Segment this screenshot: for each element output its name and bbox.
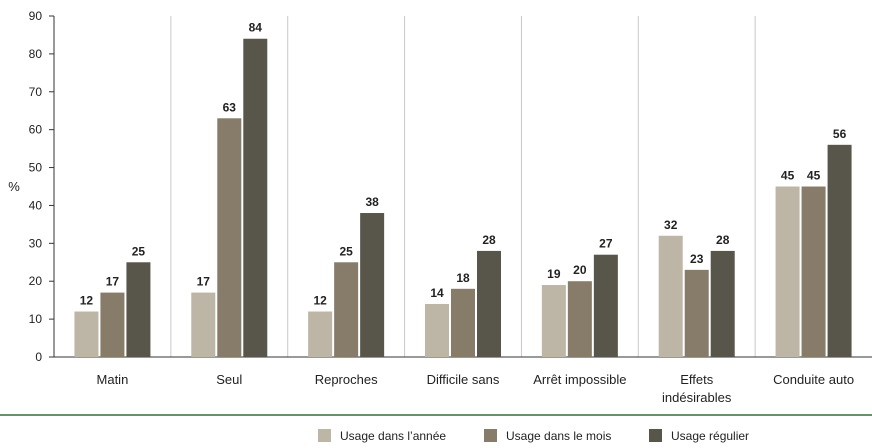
y-tick-label: 90 (29, 9, 43, 23)
data-label: 12 (80, 294, 94, 308)
bar (658, 235, 683, 357)
bar (567, 281, 592, 357)
bar (360, 213, 385, 357)
bar (74, 311, 99, 357)
data-label: 17 (106, 275, 120, 289)
bar (710, 250, 735, 357)
bar (425, 303, 449, 357)
data-label: 56 (833, 127, 847, 141)
y-tick-label: 50 (29, 161, 43, 175)
category-label: Conduite auto (773, 372, 854, 387)
data-label: 12 (313, 294, 327, 308)
y-tick-label: 60 (29, 123, 43, 137)
y-tick-label: 80 (29, 47, 43, 61)
data-label: 45 (781, 169, 795, 183)
category-separators (170, 16, 756, 357)
bar (684, 269, 709, 357)
bar (477, 250, 501, 357)
bars: 12 17 25 17 63 84 12 25 38 14 18 28 19 20 27 32 23 28 45 45… (74, 21, 852, 357)
data-label: 84 (249, 21, 263, 35)
data-label: 45 (807, 169, 821, 183)
category-label: Arrêt impossible (533, 372, 626, 387)
legend-swatch (318, 429, 331, 442)
data-label: 23 (690, 252, 704, 266)
legend: Usage dans l’année Usage dans le mois Usag… (318, 429, 749, 443)
category-label: indésirables (662, 390, 732, 405)
category-labels: Matin Seul Reproches Difficile sans Arrêt im… (97, 372, 855, 405)
bar (593, 254, 618, 357)
y-tick-label: 20 (29, 274, 43, 288)
data-label: 18 (456, 271, 470, 285)
data-label: 28 (716, 233, 730, 247)
bar (827, 144, 852, 357)
bar (541, 285, 566, 357)
bar (243, 38, 268, 357)
data-label: 20 (573, 263, 587, 277)
bar (126, 262, 151, 357)
data-label: 63 (223, 100, 237, 114)
y-tick-label: 10 (29, 312, 43, 326)
bar (191, 292, 216, 357)
category-label: Matin (97, 372, 129, 387)
bar (217, 118, 242, 357)
y-tick-label: 40 (29, 198, 43, 212)
bar (100, 292, 125, 357)
data-label: 27 (599, 237, 613, 251)
category-label: Difficile sans (427, 372, 500, 387)
y-tick-label: 70 (29, 85, 43, 99)
data-label: 38 (365, 195, 379, 209)
legend-swatch (649, 429, 662, 442)
y-axis: 0 10 20 30 40 50 60 70 80 90 (29, 9, 872, 364)
y-tick-label: 0 (35, 350, 42, 364)
data-label: 14 (430, 286, 444, 300)
data-label: 32 (664, 218, 678, 232)
bar (451, 288, 475, 357)
category-label: Reproches (315, 372, 378, 387)
legend-label: Usage dans l’année (340, 429, 446, 443)
data-label: 17 (197, 275, 211, 289)
legend-swatch (484, 429, 497, 442)
legend-label: Usage régulier (671, 429, 749, 443)
category-label: Seul (216, 372, 242, 387)
data-label: 28 (482, 233, 496, 247)
bar (334, 262, 359, 357)
bar (308, 311, 333, 357)
bar (801, 186, 826, 357)
data-label: 19 (547, 267, 561, 281)
legend-label: Usage dans le mois (506, 429, 611, 443)
data-label: 25 (339, 244, 353, 258)
y-axis-title: % (8, 179, 20, 194)
y-tick-label: 30 (29, 236, 43, 250)
category-label: Effets (680, 372, 714, 387)
data-label: 25 (132, 244, 146, 258)
bar (775, 186, 800, 357)
